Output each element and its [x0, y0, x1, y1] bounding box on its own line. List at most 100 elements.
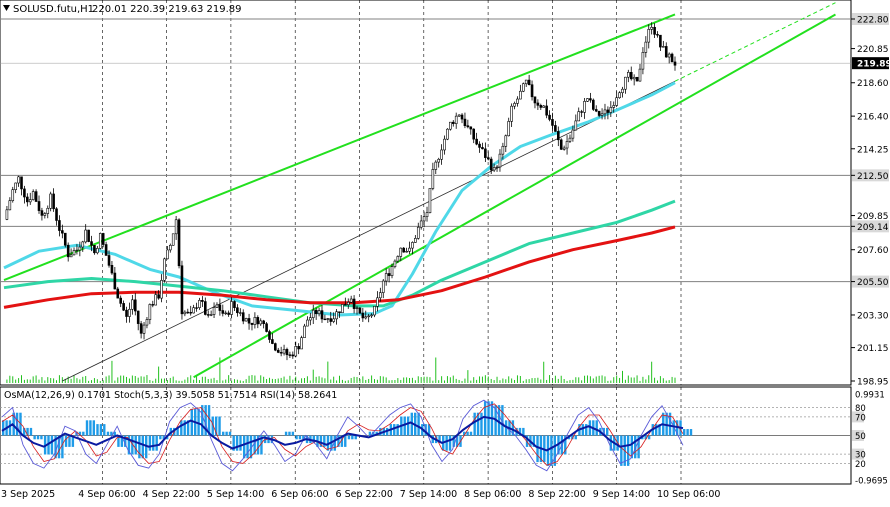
osma-bar [50, 435, 54, 455]
osma-bar [61, 435, 64, 459]
osma-bar [180, 420, 183, 436]
osma-bar [204, 405, 207, 436]
candle-body [390, 266, 394, 276]
current-price-tag [852, 57, 889, 70]
osma-bar [686, 429, 689, 436]
collapse-icon[interactable] [3, 5, 10, 11]
osma-bar [337, 435, 340, 447]
candle-body [84, 229, 87, 243]
osma-bar [288, 431, 291, 436]
price-tick-label: 216.40 [857, 113, 889, 123]
candle-body [539, 105, 543, 108]
osma-bar [595, 420, 598, 436]
candle-body [492, 167, 496, 171]
candle-body [265, 323, 268, 332]
candle-body [276, 349, 280, 353]
candle-body [565, 141, 569, 149]
candle-body [376, 297, 379, 307]
candle-body [63, 232, 67, 246]
candle-body [116, 288, 120, 299]
osma-bar [609, 435, 613, 451]
osma-bar [654, 424, 658, 436]
price-tick-label: 214.25 [857, 145, 889, 155]
osma-bar [473, 412, 476, 436]
candle-body [166, 249, 169, 260]
candle-body [17, 176, 20, 184]
candle-body [195, 307, 198, 309]
candle-body [507, 121, 511, 137]
candle-body [253, 317, 257, 325]
candle-body [215, 304, 219, 308]
candle-body [110, 265, 114, 274]
osma-bar [96, 424, 99, 436]
osma-bar [647, 435, 651, 440]
channel-extension [674, 2, 836, 82]
osma-bar [127, 435, 131, 455]
candle-body [346, 301, 350, 306]
price-tick-label: 209.14 [857, 223, 889, 233]
osma-bar [347, 435, 351, 440]
candle-body [635, 76, 639, 82]
candle-body [416, 226, 420, 239]
candle-body [498, 153, 502, 168]
osma-bar [455, 435, 459, 447]
osma-bar [340, 435, 344, 447]
osma-bar [232, 435, 235, 451]
candle-body [527, 79, 531, 86]
candle-body [638, 68, 642, 82]
candle-body [428, 188, 432, 214]
osma-bar [124, 435, 127, 447]
candle-body [571, 129, 575, 139]
candle-body [431, 169, 435, 189]
candle-body [451, 121, 455, 124]
osma-bar [588, 420, 592, 436]
osma-bar [605, 427, 609, 436]
candle-body [364, 316, 368, 319]
osma-bar [295, 435, 298, 440]
candle-body [606, 109, 610, 113]
osma-bar [689, 429, 693, 436]
candle-body [422, 216, 426, 222]
candle-body [113, 272, 117, 290]
osma-bar [658, 424, 661, 436]
candle-body [297, 346, 300, 350]
candle-body [209, 314, 213, 316]
osc-axis-label: 0.9931 [855, 391, 885, 401]
price-tick-label: 222.80 [857, 16, 889, 26]
candle-body [72, 250, 76, 256]
candle-body [23, 188, 26, 198]
candle-body [484, 148, 487, 158]
candle-body [93, 245, 96, 254]
osma-bar [634, 435, 637, 459]
candle-body [268, 331, 271, 340]
candle-body [557, 131, 560, 141]
osma-bar [2, 420, 5, 436]
candle-body [78, 246, 82, 251]
time-label: 7 Sep 14:00 [400, 489, 457, 500]
candle-body [367, 315, 370, 318]
candle-body [104, 244, 108, 256]
osc-level-tag [852, 430, 864, 441]
candle-body [306, 319, 309, 327]
candle-body [373, 306, 376, 316]
osma-bar [138, 435, 141, 459]
time-label: 3 Sep 2025 [1, 489, 55, 500]
candle-body [55, 208, 58, 221]
price-panel [0, 0, 852, 386]
osma-bar [92, 420, 96, 436]
candle-body [437, 158, 440, 163]
osc-axis-label: 50 [855, 432, 866, 442]
candle-body [449, 121, 452, 130]
candle-body [644, 41, 648, 53]
time-label: 4 Sep 06:00 [78, 489, 135, 500]
osma-bar [190, 408, 193, 436]
candle-body [279, 352, 283, 354]
candle-body [128, 308, 131, 317]
candle-body [664, 46, 668, 58]
candle-body [402, 247, 405, 253]
ohlc-label: 220.01 220.39 219.63 219.89 [92, 4, 242, 15]
osma-bar [291, 431, 295, 436]
candle-body [28, 199, 32, 203]
